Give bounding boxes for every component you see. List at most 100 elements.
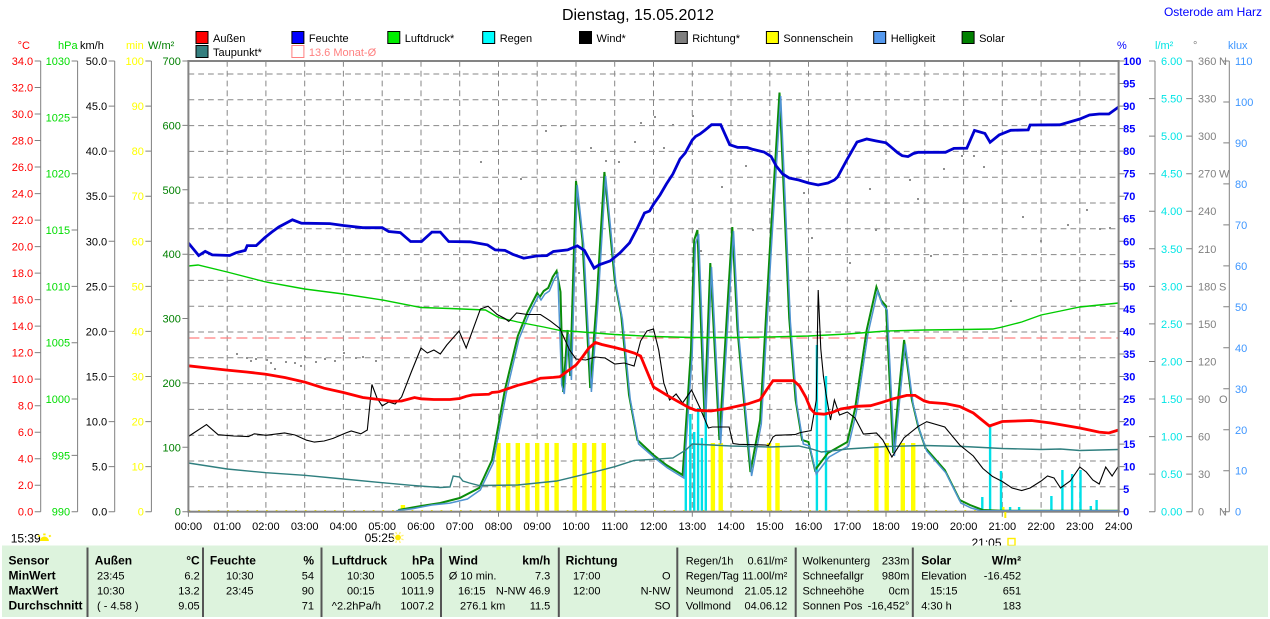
svg-text:30: 30 [1198, 469, 1210, 481]
svg-text:2.0: 2.0 [18, 480, 33, 492]
svg-text:700: 700 [163, 56, 181, 68]
svg-text:22.0: 22.0 [12, 215, 33, 227]
svg-text:13.6 Monat-Ø: 13.6 Monat-Ø [309, 47, 377, 59]
svg-text:-16,452°: -16,452° [868, 601, 910, 613]
svg-text:1020: 1020 [46, 169, 70, 181]
svg-text:Wind*: Wind* [597, 33, 627, 45]
svg-text:17:00: 17:00 [834, 521, 862, 533]
svg-text:100: 100 [1235, 97, 1253, 109]
svg-text:23:45: 23:45 [226, 586, 254, 598]
svg-text:70: 70 [1123, 191, 1135, 203]
svg-text:15:15: 15:15 [930, 586, 958, 598]
svg-text:1011.9: 1011.9 [401, 586, 434, 598]
svg-text:4.50: 4.50 [1161, 169, 1182, 181]
svg-text:Richtung: Richtung [566, 554, 618, 568]
svg-text:-16.452: -16.452 [984, 571, 1021, 583]
svg-text:995: 995 [52, 450, 70, 462]
svg-text:10: 10 [1123, 462, 1135, 474]
svg-text:5.50: 5.50 [1161, 94, 1182, 106]
svg-text:°C: °C [186, 554, 200, 568]
svg-text:Elevation: Elevation [921, 571, 966, 583]
svg-text:32.0: 32.0 [12, 83, 33, 95]
svg-text:70: 70 [132, 191, 144, 203]
svg-text:65: 65 [1123, 214, 1135, 226]
svg-text:06:00: 06:00 [407, 521, 435, 533]
svg-text:Regen/Tag: Regen/Tag [686, 571, 739, 583]
svg-text:30: 30 [1123, 372, 1135, 384]
svg-text:276.1 km: 276.1 km [460, 601, 505, 613]
svg-text:03:00: 03:00 [291, 521, 319, 533]
svg-text:50: 50 [1123, 281, 1135, 293]
svg-text:40: 40 [132, 326, 144, 338]
svg-text:l/m²: l/m² [1155, 40, 1174, 52]
svg-text:Solar: Solar [921, 554, 951, 568]
svg-text:85: 85 [1123, 124, 1135, 136]
svg-text:100: 100 [163, 442, 181, 454]
svg-text:16:15: 16:15 [458, 586, 486, 598]
svg-text:70: 70 [1235, 220, 1247, 232]
svg-text:10:30: 10:30 [97, 586, 125, 598]
svg-text:40: 40 [1235, 343, 1247, 355]
svg-text:300: 300 [1198, 131, 1216, 143]
svg-text:0: 0 [1235, 507, 1241, 519]
svg-text:Solar: Solar [979, 33, 1005, 45]
svg-text:^2.2hPa/h: ^2.2hPa/h [332, 601, 381, 613]
svg-text:980m: 980m [882, 571, 910, 583]
svg-text:15.0: 15.0 [86, 372, 107, 384]
svg-text:10: 10 [1235, 466, 1247, 478]
svg-text:12:00: 12:00 [640, 521, 668, 533]
svg-text:11.5: 11.5 [530, 601, 551, 613]
svg-text:1.00: 1.00 [1161, 432, 1182, 444]
svg-text:12.0: 12.0 [12, 348, 33, 360]
svg-text:07:00: 07:00 [446, 521, 474, 533]
svg-text:60: 60 [1235, 261, 1247, 273]
svg-text:Richtung*: Richtung* [692, 33, 740, 45]
svg-text:90: 90 [302, 586, 314, 598]
svg-text:651: 651 [1003, 586, 1021, 598]
svg-text:Ø 10 min.: Ø 10 min. [449, 571, 497, 583]
svg-text:120: 120 [1198, 357, 1216, 369]
svg-text:10.0: 10.0 [86, 417, 107, 429]
svg-text:5.0: 5.0 [92, 462, 107, 474]
svg-text:90: 90 [132, 101, 144, 113]
svg-text:Sonnen Pos: Sonnen Pos [803, 601, 863, 613]
svg-text:80: 80 [1235, 179, 1247, 191]
svg-text:23:00: 23:00 [1066, 521, 1094, 533]
svg-text:10:30: 10:30 [226, 571, 254, 583]
svg-text:Wolkenunterg: Wolkenunterg [803, 556, 871, 568]
svg-text:1025: 1025 [46, 112, 70, 124]
svg-text:hPa: hPa [412, 554, 434, 568]
svg-text:klux: klux [1228, 40, 1248, 52]
svg-text:25: 25 [1123, 394, 1135, 406]
svg-text:Außen: Außen [213, 33, 245, 45]
svg-text:80: 80 [1123, 146, 1135, 158]
svg-text:0.0: 0.0 [92, 507, 107, 519]
svg-text:N: N [1219, 56, 1227, 68]
svg-text:16.0: 16.0 [12, 295, 33, 307]
svg-text:O: O [662, 571, 671, 583]
svg-text:30: 30 [132, 372, 144, 384]
svg-text:08:00: 08:00 [485, 521, 513, 533]
svg-text:90: 90 [1123, 101, 1135, 113]
svg-text:990: 990 [52, 507, 70, 519]
svg-text:1010: 1010 [46, 281, 70, 293]
svg-text:20: 20 [1235, 425, 1247, 437]
svg-text:Luftdruck*: Luftdruck* [405, 33, 455, 45]
svg-text:14:00: 14:00 [717, 521, 745, 533]
svg-text:50: 50 [1235, 302, 1247, 314]
svg-text:Taupunkt*: Taupunkt* [213, 47, 263, 59]
svg-text:600: 600 [163, 120, 181, 132]
svg-text:95: 95 [1123, 79, 1135, 91]
svg-text:10:30: 10:30 [347, 571, 375, 583]
svg-text:( - 4.58 ): ( - 4.58 ) [97, 601, 139, 613]
svg-text:5: 5 [1123, 484, 1129, 496]
svg-text:20.0: 20.0 [12, 242, 33, 254]
svg-text:2.50: 2.50 [1161, 319, 1182, 331]
svg-text:MinWert: MinWert [9, 569, 56, 583]
svg-text:330: 330 [1198, 94, 1216, 106]
svg-text:1.50: 1.50 [1161, 394, 1182, 406]
svg-text:23:45: 23:45 [97, 571, 125, 583]
svg-text:270: 270 [1198, 169, 1216, 181]
svg-text:Feuchte: Feuchte [309, 33, 349, 45]
svg-text:00:00: 00:00 [175, 521, 203, 533]
